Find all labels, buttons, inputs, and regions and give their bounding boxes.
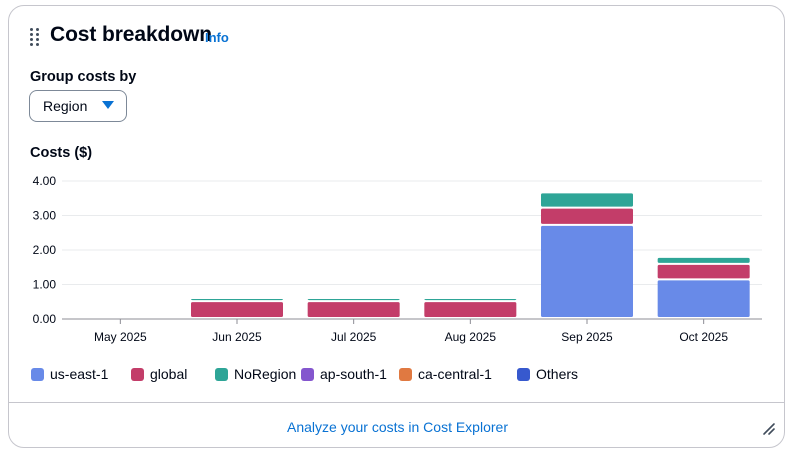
footer-divider (9, 402, 784, 403)
caret-down-icon (102, 101, 114, 109)
bar-segment-global[interactable] (307, 302, 400, 317)
widget-title: Cost breakdown (50, 23, 212, 46)
legend-item-Others[interactable]: Others (517, 364, 578, 384)
legend-label: global (150, 366, 188, 382)
legend-label: ap-south-1 (320, 366, 387, 382)
legend-swatch (215, 367, 228, 381)
legend-swatch (31, 367, 44, 381)
legend-label: Others (536, 366, 579, 382)
group-by-select[interactable]: Region (29, 90, 127, 122)
legend-swatch (131, 367, 144, 381)
y-axis-label: Costs ($) (30, 145, 93, 161)
legend-label: us-east-1 (50, 366, 109, 382)
bar-segment-NoRegion[interactable] (657, 257, 750, 263)
bar-segment-NoRegion[interactable] (191, 298, 283, 301)
bar-segment-us-east-1[interactable] (657, 280, 750, 317)
info-link[interactable]: Info (205, 30, 229, 45)
group-costs-label: Group costs by (30, 69, 137, 85)
legend-swatch (517, 367, 530, 381)
legend-swatch (399, 367, 412, 381)
bar-segment-NoRegion[interactable] (307, 298, 400, 301)
resize-handle-icon[interactable] (762, 422, 776, 436)
legend-label: ca-central-1 (418, 366, 492, 382)
legend-item-ca-central-1[interactable]: ca-central-1 (399, 364, 492, 384)
bar-segment-NoRegion[interactable] (424, 298, 517, 301)
bar-segment-global[interactable] (657, 264, 750, 279)
legend-item-us-east-1[interactable]: us-east-1 (31, 364, 108, 384)
bar-segment-NoRegion[interactable] (541, 193, 633, 207)
bar-segment-global[interactable] (541, 208, 633, 224)
legend-label: NoRegion (234, 366, 297, 382)
bar-segment-us-east-1[interactable] (541, 225, 633, 317)
bar-segment-global[interactable] (424, 302, 517, 317)
legend-swatch (301, 367, 314, 381)
legend-item-NoRegion[interactable]: NoRegion (215, 364, 296, 384)
legend-item-global[interactable]: global (131, 364, 187, 384)
cost-explorer-link[interactable]: Analyze your costs in Cost Explorer (287, 419, 508, 435)
group-by-value: Region (43, 98, 88, 114)
cost-breakdown-widget: Cost breakdown Info Group costs by Regio… (8, 5, 785, 448)
legend-item-ap-south-1[interactable]: ap-south-1 (301, 364, 387, 384)
bar-segment-global[interactable] (191, 302, 283, 317)
drag-handle-icon[interactable] (30, 28, 42, 46)
